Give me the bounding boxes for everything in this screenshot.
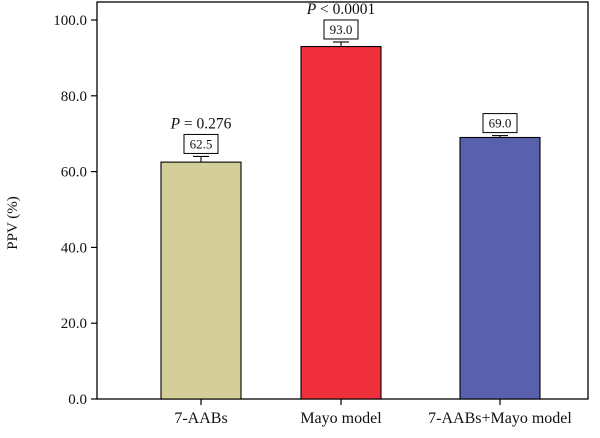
bar-2 [300,45,382,400]
bars: 62.5 P = 0.276 93.0 P < 0.0001 69.0 [160,1,541,400]
y-axis: 0.0 20.0 40.0 60.0 80.0 100.0 [53,13,97,408]
bar-3 [459,136,541,400]
value-label-3: 69.0 [489,116,512,131]
value-label-box-1 [183,133,219,154]
y-axis-title: PPV (%) [5,196,21,249]
x-category-label-2: Mayo model [300,410,382,427]
p-symbol: P [306,1,317,18]
value-label-box-3 [482,113,518,134]
y-tick-label: 40.0 [61,240,87,256]
bar-1 [160,161,242,400]
p-value-text: < 0.0001 [316,1,375,18]
p-value-annotation-2: P < 0.0001 [306,1,376,18]
value-label-2: 93.0 [330,22,353,37]
p-value-annotation-1: P = 0.276 [170,115,232,132]
y-tick-label: 80.0 [61,89,87,105]
x-axis: 7-AABs Mayo model 7-AABs+Mayo model [174,399,572,427]
y-tick-label: 100.0 [53,13,87,29]
y-tick-label: 60.0 [61,165,87,181]
value-label-1: 62.5 [190,136,213,151]
value-label-box-2 [323,19,359,40]
p-symbol: P [170,115,181,132]
x-category-label-3: 7-AABs+Mayo model [428,410,572,427]
y-tick-label: 0.0 [68,392,87,408]
x-category-label-1: 7-AABs [174,410,227,427]
p-value-text: = 0.276 [180,115,232,132]
y-tick-label: 20.0 [61,316,87,332]
